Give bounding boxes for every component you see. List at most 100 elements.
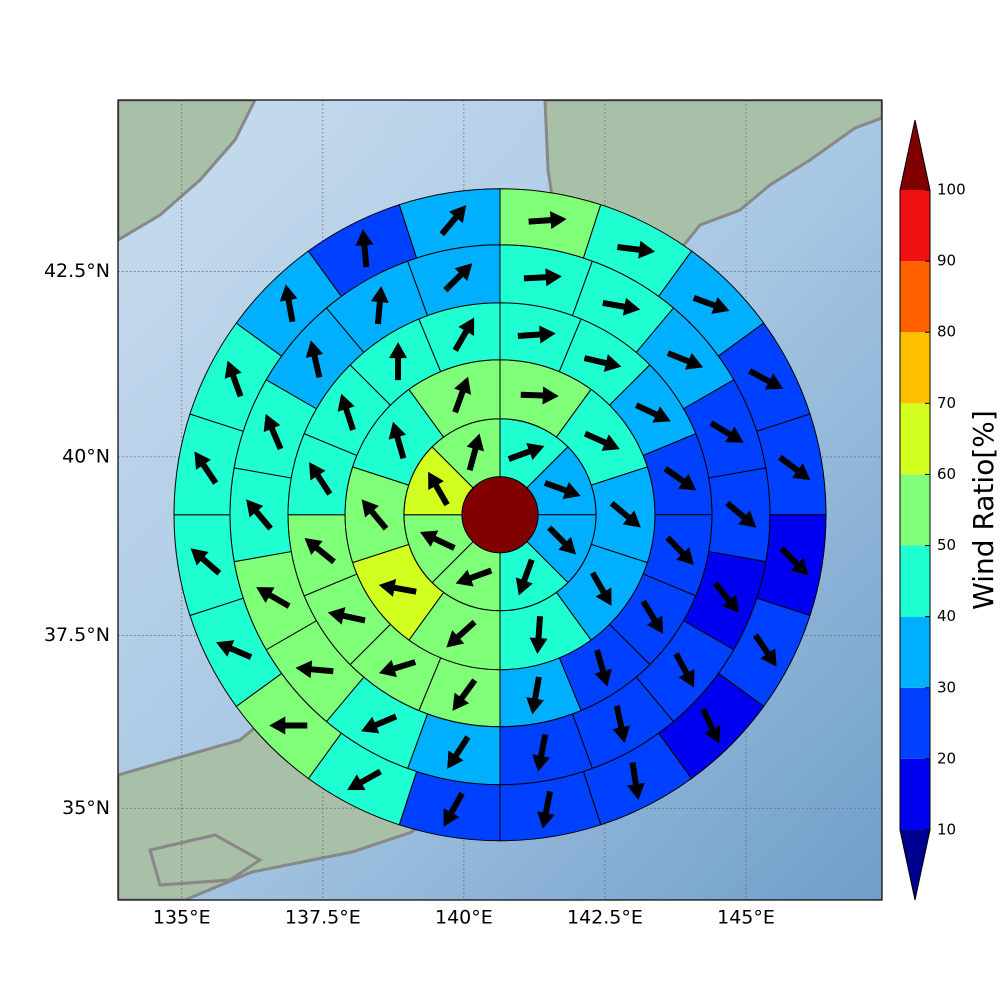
colorbar-tick-label: 90 — [937, 252, 956, 270]
center-disk — [461, 476, 539, 554]
wind-arrow — [602, 297, 641, 316]
wind-arrow — [388, 421, 407, 460]
wind-arrow — [355, 229, 374, 268]
wind-arrow — [663, 466, 697, 491]
wind-arrow — [526, 676, 544, 715]
wind-arrow — [455, 567, 493, 587]
wind-arrow — [347, 768, 382, 791]
colorbar-band — [900, 403, 930, 475]
wind-arrow — [779, 546, 809, 576]
wind-arrow — [528, 211, 567, 230]
colorbar-tick-label: 40 — [937, 607, 956, 625]
wind-arrow — [337, 393, 356, 431]
wind-arrow — [547, 525, 577, 555]
x-tick-label: 145°E — [717, 907, 775, 929]
colorbar-band — [900, 616, 930, 688]
wind-arrow — [446, 619, 477, 648]
wind-arrow — [583, 430, 620, 451]
colorbar-tick-label: 100 — [937, 181, 966, 199]
wind-arrow — [304, 537, 336, 565]
wind-arrow — [712, 581, 740, 613]
colorbar-tick-label: 60 — [937, 465, 956, 483]
wind-arrow — [617, 240, 656, 259]
wind-arrow — [692, 295, 730, 314]
wind-arrow — [327, 607, 366, 625]
y-tick-label: 42.5°N — [44, 260, 110, 282]
colorbar: 10 20 30 40 50 60 70 80 90 100 — [899, 119, 966, 901]
wind-arrow — [295, 660, 334, 679]
colorbar-tick-label: 10 — [937, 821, 956, 839]
colorbar-over — [900, 120, 930, 190]
wind-arrow — [709, 420, 744, 443]
wind-arrow — [520, 386, 559, 405]
wind-arrow — [748, 368, 784, 390]
y-tick-label: 40°N — [62, 445, 110, 467]
wind-arrow — [256, 587, 291, 609]
wind-arrow — [752, 633, 777, 667]
wind-arrow — [609, 500, 641, 528]
colorbar-under — [900, 830, 930, 900]
y-tick-label: 37.5°N — [44, 624, 110, 646]
wind-arrow — [216, 640, 253, 660]
wind-arrow — [517, 325, 556, 344]
y-tick-label: 35°N — [62, 797, 110, 819]
wind-arrow — [594, 649, 612, 687]
wind-arrow — [537, 790, 555, 829]
wind-arrow — [389, 342, 408, 381]
wind-arrow — [309, 462, 333, 496]
colorbar-tick-label: 80 — [937, 323, 956, 341]
wind-arrow — [778, 454, 811, 481]
colorbar-tick-label: 70 — [937, 394, 956, 412]
plot-frame — [117, 99, 883, 901]
polar-cells — [173, 188, 827, 842]
wind-arrow — [419, 530, 456, 551]
wind-arrow — [640, 599, 663, 634]
wind-arrow — [529, 615, 548, 655]
wind-arrow — [612, 705, 631, 744]
wind-arrow — [246, 499, 273, 531]
wind-arrow — [523, 268, 562, 287]
axis-ticks: 135°E 137.5°E 140°E 142.5°E 145°E 35°N 37.5°N 4… — [44, 260, 775, 928]
wind-arrow — [725, 500, 757, 528]
wind-arrow — [583, 354, 622, 372]
wind-arrow — [589, 571, 612, 606]
wind-arrow — [279, 284, 298, 323]
wind-arrow — [447, 735, 471, 769]
wind-arrow — [627, 762, 645, 801]
wind-arrow — [666, 350, 704, 370]
x-tick-label: 140°E — [435, 907, 493, 929]
land-shikoku — [148, 833, 263, 887]
colorbar-tick-label: 50 — [937, 536, 956, 554]
colorbar-band — [900, 758, 930, 830]
wind-arrow — [673, 652, 695, 688]
wind-arrow — [532, 733, 550, 772]
colorbar-band — [900, 474, 930, 546]
colorbar-tick-label: 30 — [937, 678, 956, 696]
colorbar-band — [900, 687, 930, 759]
x-tick-label: 137.5°E — [285, 907, 361, 929]
colorbar-band — [900, 545, 930, 617]
wind-arrows — [190, 205, 811, 829]
wind-arrow — [378, 659, 417, 678]
colorbar-band — [900, 261, 930, 333]
x-tick-label: 142.5°E — [567, 907, 643, 929]
wind-arrow — [224, 360, 244, 398]
wind-arrow — [466, 433, 485, 472]
wind-arrow — [700, 707, 721, 744]
x-tick-label: 135°E — [153, 907, 211, 929]
wind-arrow — [428, 471, 450, 507]
wind-arrow — [361, 499, 389, 531]
colorbar-tick-label: 20 — [937, 749, 956, 767]
colorbar-band — [900, 332, 930, 404]
colorbar-label: Wind Ratio[%] — [967, 410, 1000, 610]
wind-arrow — [665, 535, 694, 565]
wind-arrow — [361, 713, 398, 734]
wind-arrow — [452, 317, 475, 352]
wind-arrow — [370, 286, 389, 325]
wind-arrow — [543, 480, 581, 499]
wind-arrow — [507, 443, 545, 462]
wind-arrow — [443, 791, 465, 827]
wind-arrow — [452, 376, 472, 414]
wind-arrow — [378, 578, 417, 597]
